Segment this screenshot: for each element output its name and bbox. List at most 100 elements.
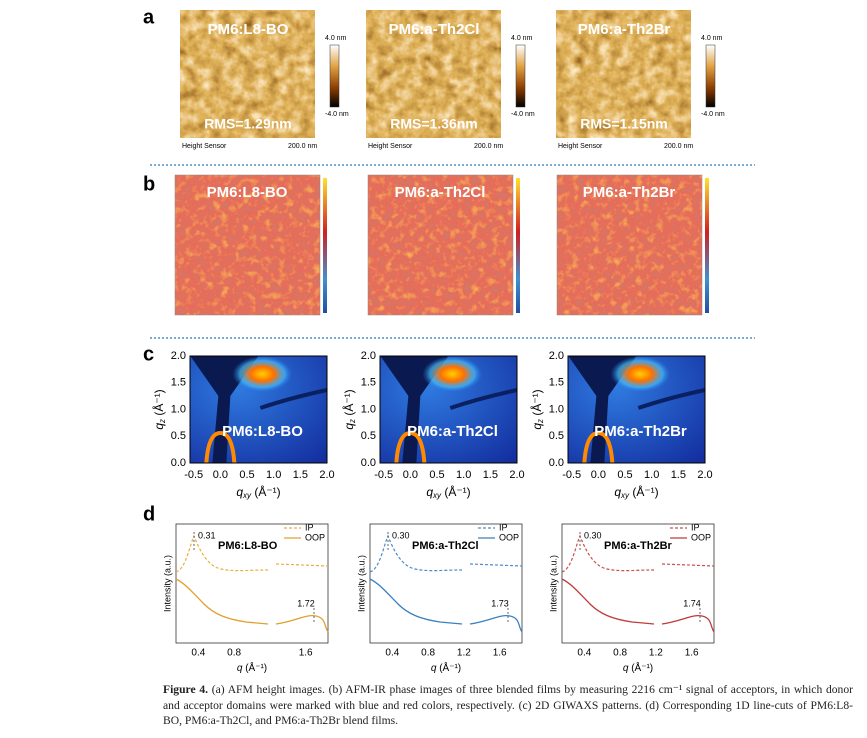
unit: (Å⁻¹) (151, 389, 166, 419)
sensor-label: Height Sensor (182, 143, 227, 150)
giwaxs-wedge (568, 356, 637, 463)
y-tick-label: 1.0 (361, 403, 376, 415)
x-tick-label: -0.5 (374, 469, 393, 481)
giwaxs-arc (259, 388, 328, 410)
ip-curve (561, 534, 715, 573)
x-tick-label: 1.2 (649, 648, 663, 659)
y-tick-label: 0.0 (549, 457, 564, 469)
legend-label: OOP (691, 532, 711, 542)
symbol: q (614, 485, 621, 499)
image-title: PM6:a-Th2Br (578, 21, 671, 38)
ir-image (557, 175, 702, 315)
x-axis-label: q (Å⁻¹) (623, 661, 653, 674)
scale-bar: 200.0 nm (664, 143, 693, 150)
oop-curve (175, 578, 329, 633)
x-tick-label: 0.0 (591, 469, 606, 481)
x-tick-label: 1.6 (685, 648, 699, 659)
y-axis-label: Intensity (a.u.) (356, 555, 366, 612)
rms-label: RMS=1.36nm (390, 116, 478, 132)
x-tick-label: 1.2 (457, 648, 471, 659)
symbol: q (236, 485, 243, 499)
image-title: PM6:a-Th2Br (594, 423, 687, 440)
x-tick-label: 0.5 (239, 469, 254, 481)
x-tick-label: 0.8 (421, 648, 435, 659)
legend-label: IP (499, 522, 508, 532)
y-axis-label: qz (Å⁻¹) (529, 389, 545, 429)
x-axis-label: qxy (Å⁻¹) (614, 484, 658, 500)
giwaxs-ring (582, 430, 615, 464)
x-tick-label: -0.5 (184, 469, 203, 481)
scale-bar: 200.0 nm (474, 143, 503, 150)
x-tick-label: 1.6 (299, 648, 313, 659)
y-axis-label: qz (Å⁻¹) (151, 389, 167, 429)
symbol: q (530, 423, 544, 430)
plot-frame (175, 523, 329, 644)
x-axis-label: q (Å⁻¹) (431, 661, 461, 674)
image-title: PM6:L8-BO (208, 21, 289, 38)
panel-label: a (143, 6, 155, 28)
peak-label: 0.30 (584, 530, 602, 540)
x-tick-label: 2.0 (697, 469, 712, 481)
x-tick-label: 1.6 (493, 648, 507, 659)
unit: (Å⁻¹) (251, 484, 281, 499)
caption-lead: Figure 4. (163, 683, 209, 696)
giwaxs-ring (204, 430, 237, 464)
y-tick-label: 1.0 (549, 403, 564, 415)
image-title: PM6:a-Th2Cl (407, 423, 498, 440)
y-tick-label: 2.0 (549, 350, 564, 362)
symbol: q (342, 423, 356, 430)
plot-frame (567, 355, 706, 464)
rms-label: RMS=1.29nm (204, 116, 292, 132)
plot-title: PM6:L8-BO (218, 540, 278, 552)
x-tick-label: 2.0 (319, 469, 334, 481)
peak-label: 0.30 (392, 530, 410, 540)
x-axis-label: qxy (Å⁻¹) (236, 484, 280, 500)
ir-image (368, 175, 513, 315)
symbol: q (152, 423, 166, 430)
caption-text: (a) AFM height images. (b) AFM-IR phase … (163, 683, 854, 727)
oop-curve (369, 578, 523, 633)
oop-curve (561, 578, 715, 633)
subscript: z (536, 419, 545, 424)
x-tick-label: 0.8 (227, 648, 241, 659)
legend-label: IP (691, 522, 700, 532)
ir-image (175, 175, 320, 315)
plot-frame (561, 523, 715, 644)
giwaxs-wedge (380, 356, 449, 463)
figure: a PM6:L8-BO RMS=1.29nm 4.0 nm -4.0 nm Height … (143, 6, 755, 674)
giwaxs-arc (449, 388, 518, 410)
y-tick-label: 1.5 (549, 377, 564, 389)
colorbar (329, 44, 340, 108)
x-tick-label: 0.0 (403, 469, 418, 481)
x-axis-label: qxy (Å⁻¹) (426, 484, 470, 500)
image-title: PM6:a-Th2Cl (395, 184, 486, 201)
x-tick-label: 0.8 (613, 648, 627, 659)
colorbar-min: -4.0 nm (325, 111, 349, 118)
figure-caption: Figure 4. (a) AFM height images. (b) AFM… (163, 682, 853, 729)
ir-frame (367, 174, 514, 316)
sensor-label: Height Sensor (558, 143, 603, 150)
subscript: z (348, 419, 357, 424)
unit: (Å⁻¹) (436, 661, 461, 674)
image-title: PM6:L8-BO (222, 423, 303, 440)
giwaxs-peak (232, 356, 293, 392)
x-tick-label: 1.0 (456, 469, 471, 481)
symbol: q (623, 663, 629, 674)
x-tick-label: 2.0 (509, 469, 524, 481)
afm-image (556, 10, 691, 138)
panel-label: b (143, 173, 155, 195)
x-tick-label: 0.5 (617, 469, 632, 481)
sensor-label: Height Sensor (368, 143, 413, 150)
y-axis-label: Intensity (a.u.) (162, 555, 172, 612)
x-tick-label: 1.5 (293, 469, 308, 481)
unit: (Å⁻¹) (628, 661, 653, 674)
y-axis-label: qz (Å⁻¹) (341, 389, 357, 429)
afm-image (180, 10, 315, 138)
plot-title: PM6:a-Th2Br (604, 540, 673, 552)
y-tick-label: 0.5 (171, 430, 186, 442)
image-title: PM6:L8-BO (207, 184, 288, 201)
x-axis-label: q (Å⁻¹) (237, 661, 267, 674)
afm-image (366, 10, 501, 138)
y-tick-label: 0.0 (361, 457, 376, 469)
